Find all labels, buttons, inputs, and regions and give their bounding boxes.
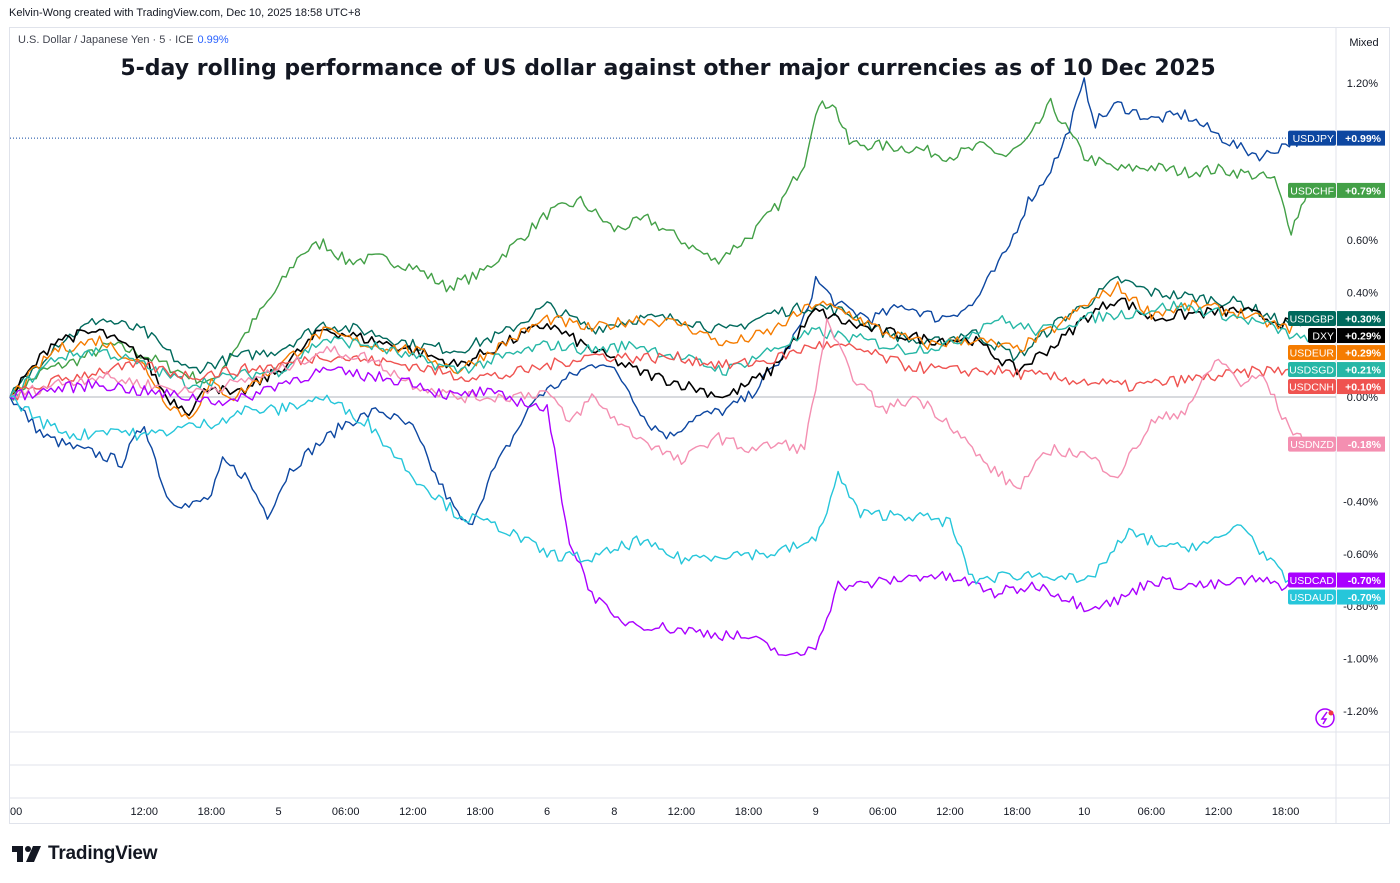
series-line-usdjpy	[9, 77, 1309, 526]
series-line-usdaud	[9, 394, 1309, 585]
y-tick-label: 0.60%	[1347, 235, 1378, 247]
series-label-name: USDJPY	[1293, 133, 1334, 145]
series-label-value: +0.29%	[1345, 331, 1382, 343]
series-label-value: -0.18%	[1348, 439, 1382, 451]
x-tick-label: 18:00	[1003, 806, 1031, 818]
series-label-usdcad[interactable]: USDCAD -0.70%	[1288, 572, 1385, 588]
series-label-usdjpy[interactable]: USDJPY +0.99%	[1288, 130, 1385, 146]
series-label-usdeur[interactable]: USDEUR +0.29%	[1288, 345, 1385, 361]
series-label-usdchf[interactable]: USDCHF +0.79%	[1288, 182, 1385, 198]
alert-icon[interactable]	[1315, 708, 1335, 728]
series-label-usdnzd[interactable]: USDNZD -0.18%	[1288, 436, 1385, 452]
series-label-name: USDCNH	[1289, 382, 1334, 394]
y-tick-label: -1.00%	[1343, 654, 1378, 666]
series-label-usdcnh[interactable]: USDCNH +0.10%	[1288, 379, 1385, 395]
series-label-name: USDCAD	[1290, 575, 1335, 587]
series-line-usdcnh	[9, 340, 1309, 401]
series-label-name: USDSGD	[1289, 365, 1334, 377]
chart-credit: Kelvin-Wong created with TradingView.com…	[9, 7, 361, 19]
series-label-name: DXY	[1312, 331, 1334, 343]
x-tick-label: 12:00	[1205, 806, 1233, 818]
x-tick-label: 18:00	[466, 806, 494, 818]
x-tick-label: 8	[611, 806, 617, 818]
x-tick-label: 12:00	[131, 806, 159, 818]
x-tick-label: 5	[275, 806, 281, 818]
series-label-value: +0.30%	[1345, 314, 1382, 326]
chart-title: 5-day rolling performance of US dollar a…	[120, 56, 1216, 81]
series-line-usdcad	[9, 366, 1309, 657]
series-label-value: +0.99%	[1345, 133, 1382, 145]
price-scale-mode-button[interactable]: Mixed	[1349, 37, 1379, 49]
y-tick-label: 1.20%	[1347, 78, 1378, 90]
series-line-usdnzd	[9, 318, 1309, 490]
x-tick-label: 9	[813, 806, 819, 818]
x-tick-label: 06:00	[1138, 806, 1166, 818]
series-label-name: USDEUR	[1290, 348, 1335, 360]
series-label-value: -0.70%	[1348, 592, 1382, 604]
series-label-name: USDCHF	[1290, 185, 1334, 197]
x-tick-label: 12:00	[399, 806, 427, 818]
series-label-name: USDAUD	[1290, 592, 1335, 604]
y-tick-label: -0.60%	[1343, 549, 1378, 561]
series-line-usdeur	[9, 281, 1309, 420]
tradingview-logo-icon	[12, 846, 41, 862]
x-tick-label: 12:00	[668, 806, 696, 818]
series-label-name: USDGBP	[1290, 314, 1334, 326]
series-label-dxy[interactable]: DXY +0.29%	[1308, 328, 1385, 344]
series-line-usdgbp	[9, 275, 1309, 398]
series-label-name: USDNZD	[1290, 439, 1334, 451]
series-label-usdgbp[interactable]: USDGBP +0.30%	[1288, 311, 1385, 327]
series-line-usdsgd	[9, 300, 1309, 398]
series-label-value: +0.21%	[1345, 365, 1382, 377]
chart-frame	[9, 27, 1390, 824]
y-tick-label: -0.40%	[1343, 497, 1378, 509]
x-tick-label: 06:00	[869, 806, 897, 818]
symbol-name: U.S. Dollar / Japanese Yen · 5 · ICE	[18, 34, 194, 46]
x-tick-label: 12:00	[936, 806, 964, 818]
y-tick-label: 0.00%	[1347, 392, 1378, 404]
x-tick-label: 10	[1078, 806, 1090, 818]
series-label-value: -0.70%	[1348, 575, 1382, 587]
x-tick-label: 18:00	[1272, 806, 1300, 818]
x-tick-label: 18:00	[198, 806, 226, 818]
series-label-value: +0.79%	[1345, 185, 1382, 197]
symbol-legend[interactable]: U.S. Dollar / Japanese Yen · 5 · ICE 0.99…	[18, 34, 229, 46]
tradingview-wordmark: TradingView	[48, 843, 158, 864]
symbol-change: 0.99%	[197, 34, 229, 46]
tradingview-brand: TradingView	[12, 843, 158, 865]
series-label-usdsgd[interactable]: USDSGD +0.21%	[1288, 362, 1385, 378]
x-tick-label: 00	[10, 806, 22, 818]
x-tick-label: 06:00	[332, 806, 360, 818]
x-tick-label: 18:00	[735, 806, 763, 818]
y-tick-label: 0.40%	[1347, 287, 1378, 299]
series-label-value: +0.10%	[1345, 382, 1382, 394]
series-label-usdaud[interactable]: USDAUD -0.70%	[1288, 589, 1385, 605]
x-tick-label: 6	[544, 806, 550, 818]
y-tick-label: -1.20%	[1343, 706, 1378, 718]
series-line-dxy	[9, 297, 1309, 417]
series-label-value: +0.29%	[1345, 348, 1382, 360]
